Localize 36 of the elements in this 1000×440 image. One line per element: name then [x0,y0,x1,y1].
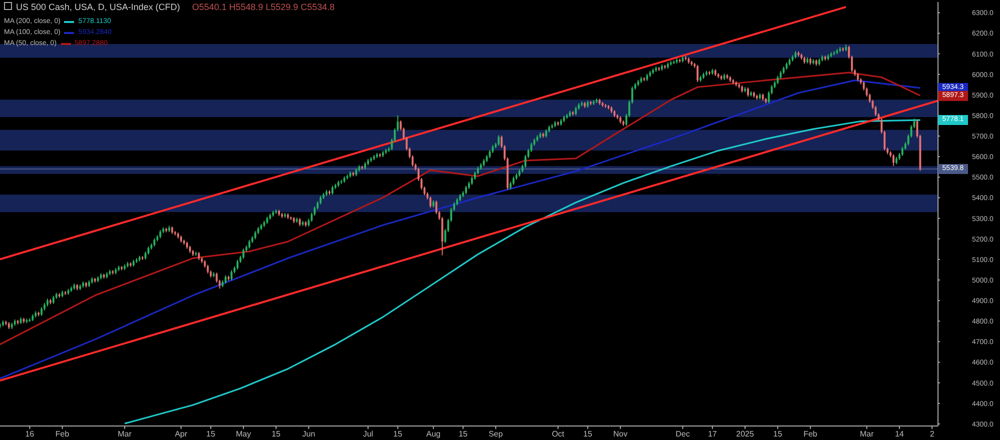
x-tick-label: 17 [708,430,718,439]
x-tick-label: 16 [25,430,35,439]
x-tick-label: Feb [803,430,818,439]
candlestick [498,134,500,146]
x-tick-label: 15 [272,430,282,439]
x-tick-label: Mar [860,430,874,439]
x-tick-label: May [236,430,251,439]
x-tick-label: Jul [362,430,374,439]
x-tick-label: 2025 [736,430,755,439]
x-tick-label: Feb [55,430,70,439]
chart-subtitle: O5540.1 H5548.9 L5529.9 C5534.8 [192,2,335,12]
x-tick-label: 15 [393,430,403,439]
chart-title: US 500 Cash, USA, D, USA-Index (CFD) [16,2,180,12]
x-tick-label: 15 [583,430,593,439]
candlestick [429,196,432,208]
x-tick-label: 14 [894,430,904,439]
x-tick-label: Sep [488,430,504,439]
candlestick [747,87,749,98]
x-tick-label: 15 [773,430,783,439]
x-tick-label: Apr [174,430,188,439]
x-tick-label: Oct [552,430,566,439]
x-tick-label: Mar [118,430,132,439]
x-tick-label: Dec [676,430,690,439]
x-tick-label: 15 [206,430,216,439]
x-tick-label: Jun [302,430,316,439]
x-tick-label: 15 [458,430,468,439]
candlestick [901,146,904,157]
x-tick-label: Nov [613,430,628,439]
line-series [124,119,921,424]
candlestick [236,259,238,270]
candlestick [242,248,244,260]
candlestick [696,64,699,82]
x-tick-label: Aug [426,430,440,439]
x-tick-label: 2 [930,430,935,439]
candlestick [892,154,894,166]
candlestick [230,270,232,281]
